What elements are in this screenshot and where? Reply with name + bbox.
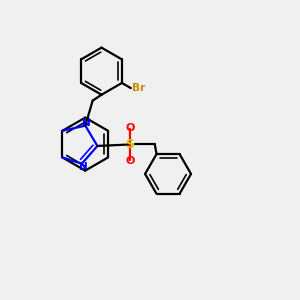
Text: O: O	[125, 123, 134, 133]
Text: Br: Br	[132, 83, 146, 93]
Text: O: O	[125, 156, 134, 166]
Text: N: N	[79, 162, 88, 172]
Text: N: N	[82, 118, 91, 128]
Text: S: S	[125, 138, 134, 151]
